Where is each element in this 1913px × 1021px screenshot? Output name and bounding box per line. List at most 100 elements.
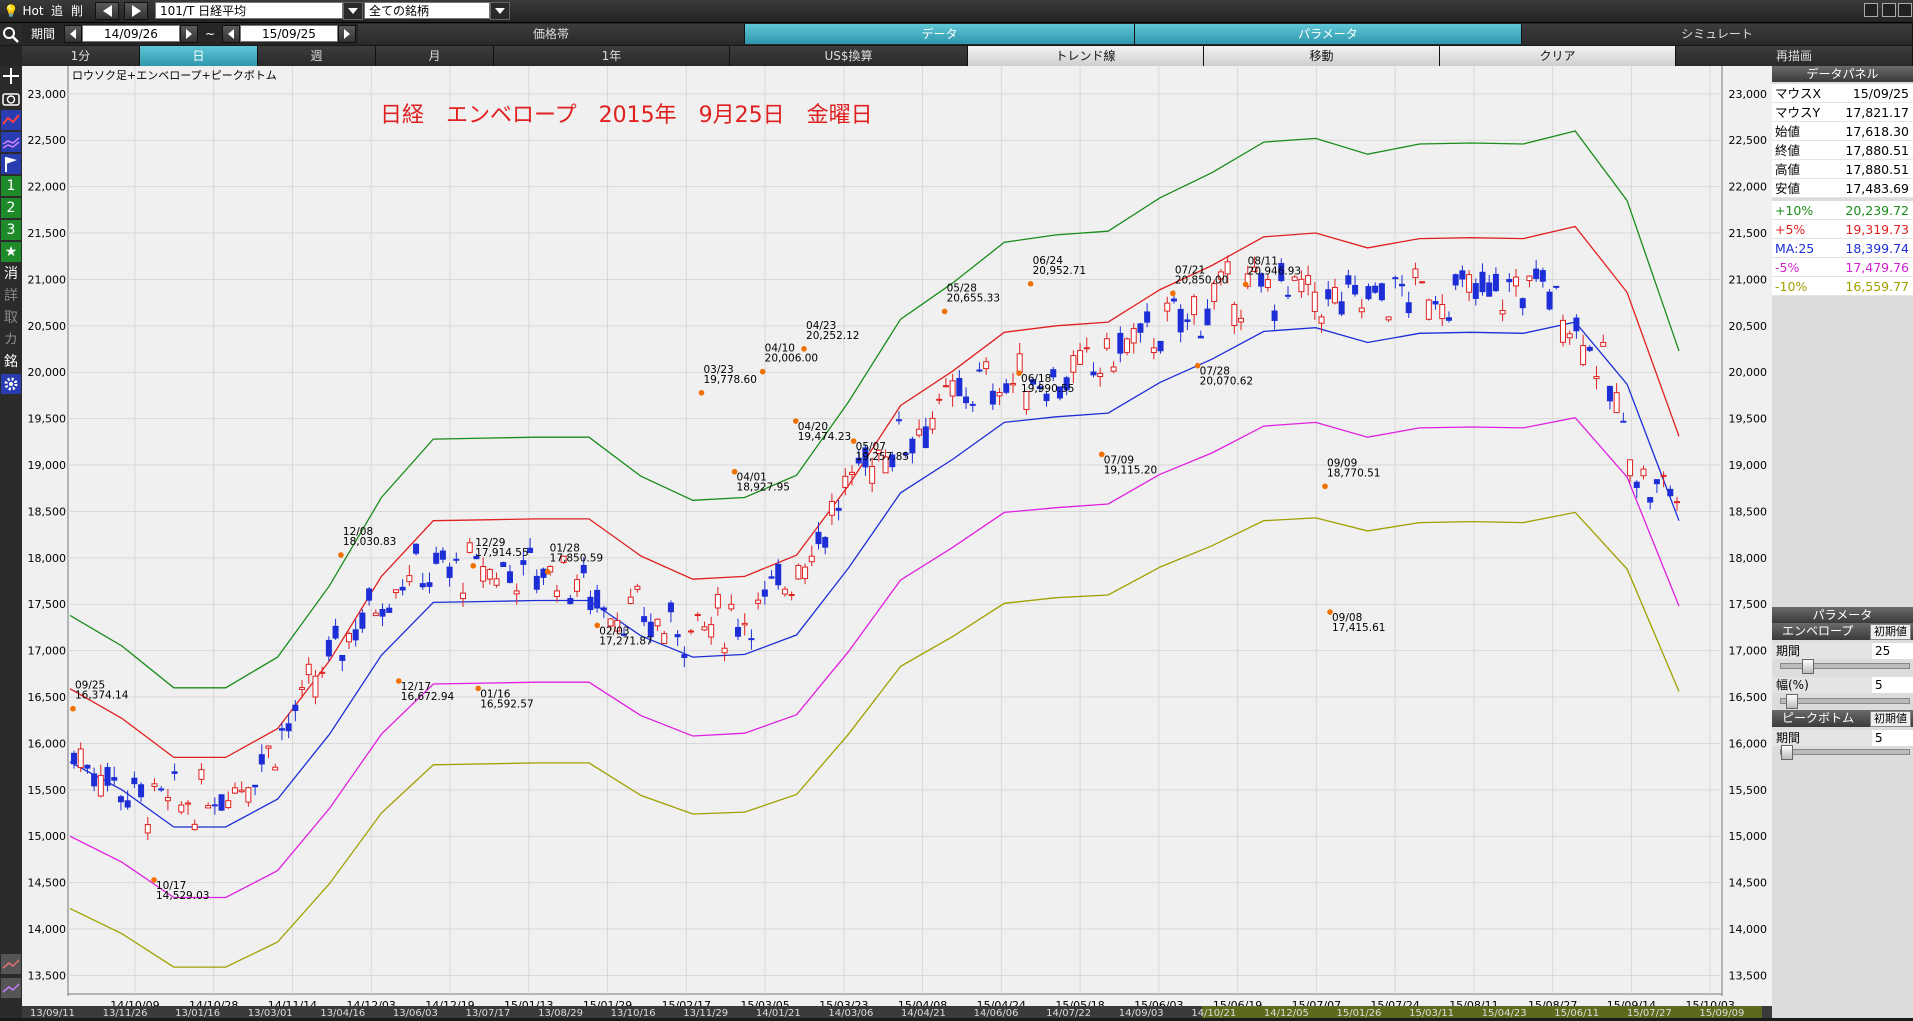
bulb-icon[interactable]: 💡 bbox=[3, 4, 19, 18]
candle bbox=[144, 816, 151, 841]
tab-1[interactable]: 価格帯 bbox=[358, 24, 745, 44]
y-tick-label: 22,500 bbox=[1729, 134, 1768, 147]
universe-dropdown-button[interactable] bbox=[490, 2, 510, 20]
symbol-dropdown-button[interactable] bbox=[343, 2, 363, 20]
mini-chart-icon-2[interactable] bbox=[1, 978, 21, 998]
close-window-button[interactable] bbox=[1898, 3, 1912, 17]
candle bbox=[1392, 275, 1399, 289]
gear-icon[interactable] bbox=[1, 374, 21, 394]
symbol-select[interactable]: 101/T 日経平均 bbox=[155, 2, 343, 19]
candle bbox=[1030, 378, 1037, 388]
timeframe-button-2[interactable]: 日 bbox=[140, 46, 258, 66]
delete-button[interactable]: 削 bbox=[70, 4, 83, 18]
data-row-value: 15/09/25 bbox=[1852, 86, 1909, 101]
envelope-width-slider[interactable] bbox=[1780, 694, 1910, 709]
timeframe-button-7[interactable]: トレンド線 bbox=[968, 46, 1204, 66]
timeframe-button-4[interactable]: 月 bbox=[376, 46, 494, 66]
timeframe-button-6[interactable]: US$換算 bbox=[730, 46, 968, 66]
candle bbox=[413, 543, 420, 556]
date-to-prev-button[interactable] bbox=[222, 25, 240, 43]
prev-symbol-button[interactable] bbox=[95, 2, 119, 20]
data-row-value: 17,483.69 bbox=[1845, 181, 1909, 196]
timeframe-button-9[interactable]: クリア bbox=[1440, 46, 1676, 66]
peak-bottom-marker bbox=[396, 678, 402, 684]
chevron-down-icon bbox=[495, 8, 505, 14]
peak-reset-button[interactable]: 初期値 bbox=[1870, 711, 1911, 727]
maximize-window-button[interactable] bbox=[1882, 3, 1896, 17]
hot-button[interactable]: Hot bbox=[22, 4, 44, 18]
candle bbox=[667, 600, 674, 623]
detail-button[interactable]: 詳 bbox=[4, 288, 18, 304]
candle bbox=[527, 538, 534, 553]
overview-strip[interactable]: 13/09/11 13/11/26 13/01/16 13/03/01 13/04/16… bbox=[22, 1006, 1772, 1018]
date-from-next-button[interactable] bbox=[180, 25, 198, 43]
peak-period-slider[interactable] bbox=[1780, 745, 1910, 760]
peak-bottom-value: 17,850.59 bbox=[550, 553, 603, 565]
peak-bottom-marker bbox=[1327, 609, 1333, 615]
candle bbox=[654, 618, 661, 631]
candle bbox=[708, 616, 715, 645]
candle bbox=[788, 591, 795, 601]
line-chart-icon[interactable] bbox=[1, 110, 21, 130]
envelope-param-header: エンベロープ 初期値 bbox=[1772, 623, 1913, 640]
y-tick-label: 15,000 bbox=[1729, 830, 1768, 843]
candle bbox=[1083, 337, 1090, 353]
camera-icon[interactable] bbox=[1, 88, 21, 108]
erase-button[interactable]: 消 bbox=[4, 266, 18, 282]
search-icon[interactable] bbox=[0, 24, 22, 44]
tab-4[interactable]: シミュレート bbox=[1522, 24, 1913, 44]
envelope-period-slider[interactable] bbox=[1780, 659, 1910, 674]
candle bbox=[1600, 334, 1607, 347]
timeframe-button-8[interactable]: 移動 bbox=[1204, 46, 1440, 66]
candle bbox=[1445, 311, 1452, 323]
y-tick-label: 18,500 bbox=[28, 505, 67, 518]
envelope-width-input[interactable]: 5 bbox=[1872, 677, 1913, 693]
date-to-input[interactable]: 15/09/25 bbox=[240, 25, 338, 42]
tab-2[interactable]: データ bbox=[745, 24, 1135, 44]
indicator-icon[interactable] bbox=[1, 132, 21, 152]
candle bbox=[77, 742, 84, 773]
slider-knob[interactable] bbox=[1785, 694, 1798, 709]
timeframe-button-10[interactable]: 再描画 bbox=[1676, 46, 1913, 66]
stock-button[interactable]: 銘 bbox=[4, 354, 18, 370]
timeframe-button-1[interactable]: 1分 bbox=[22, 46, 140, 66]
envelope-period-input[interactable]: 25 bbox=[1872, 643, 1913, 659]
two-button[interactable]: 2 bbox=[1, 198, 21, 218]
slider-knob[interactable] bbox=[1781, 745, 1793, 760]
candle bbox=[1103, 332, 1110, 352]
candle bbox=[205, 802, 212, 809]
star-icon[interactable]: ★ bbox=[1, 242, 21, 262]
one-button[interactable]: 1 bbox=[1, 176, 21, 196]
mini-chart-icon-1[interactable] bbox=[1, 954, 21, 974]
chart-area[interactable]: 09/25 16,374.14 10/17 14,529.03 12/08 18,030.… bbox=[22, 66, 1772, 1018]
envelope-reset-button[interactable]: 初期値 bbox=[1870, 624, 1911, 640]
universe-select[interactable]: 全ての銘柄 bbox=[364, 2, 490, 19]
restore-window-button[interactable] bbox=[1864, 3, 1878, 17]
timeframe-button-3[interactable]: 週 bbox=[258, 46, 376, 66]
timeframe-button-5[interactable]: 1年 bbox=[494, 46, 730, 66]
candle bbox=[480, 557, 487, 588]
slider-knob[interactable] bbox=[1802, 659, 1815, 674]
date-from-prev-button[interactable] bbox=[64, 25, 82, 43]
date-from-input[interactable]: 14/09/26 bbox=[82, 25, 180, 42]
peak-period-input[interactable]: 5 bbox=[1872, 730, 1913, 746]
overview-date-label: 14/06/06 bbox=[974, 1008, 1019, 1018]
date-to-next-button[interactable] bbox=[338, 25, 356, 43]
peak-bottom-value: 19,115.20 bbox=[1104, 464, 1157, 476]
fetch-button[interactable]: 取 bbox=[4, 310, 18, 326]
overview-selection[interactable] bbox=[1202, 1006, 1762, 1018]
peak-bottom-value: 19,257.85 bbox=[856, 451, 909, 463]
candle bbox=[1620, 412, 1627, 423]
overview-date-label: 13/08/29 bbox=[538, 1008, 583, 1018]
three-button[interactable]: 3 bbox=[1, 220, 21, 240]
tab-3[interactable]: パラメータ bbox=[1135, 24, 1522, 44]
peak-bottom-value: 20,850.00 bbox=[1175, 274, 1228, 286]
data-row-value: 16,559.77 bbox=[1845, 279, 1909, 294]
power-button[interactable]: カ bbox=[4, 332, 18, 348]
flag-icon[interactable] bbox=[1, 154, 21, 174]
add-button[interactable]: 追 bbox=[50, 4, 63, 18]
crosshair-icon[interactable] bbox=[1, 66, 21, 86]
next-symbol-button[interactable] bbox=[124, 2, 148, 20]
candle bbox=[822, 536, 829, 555]
